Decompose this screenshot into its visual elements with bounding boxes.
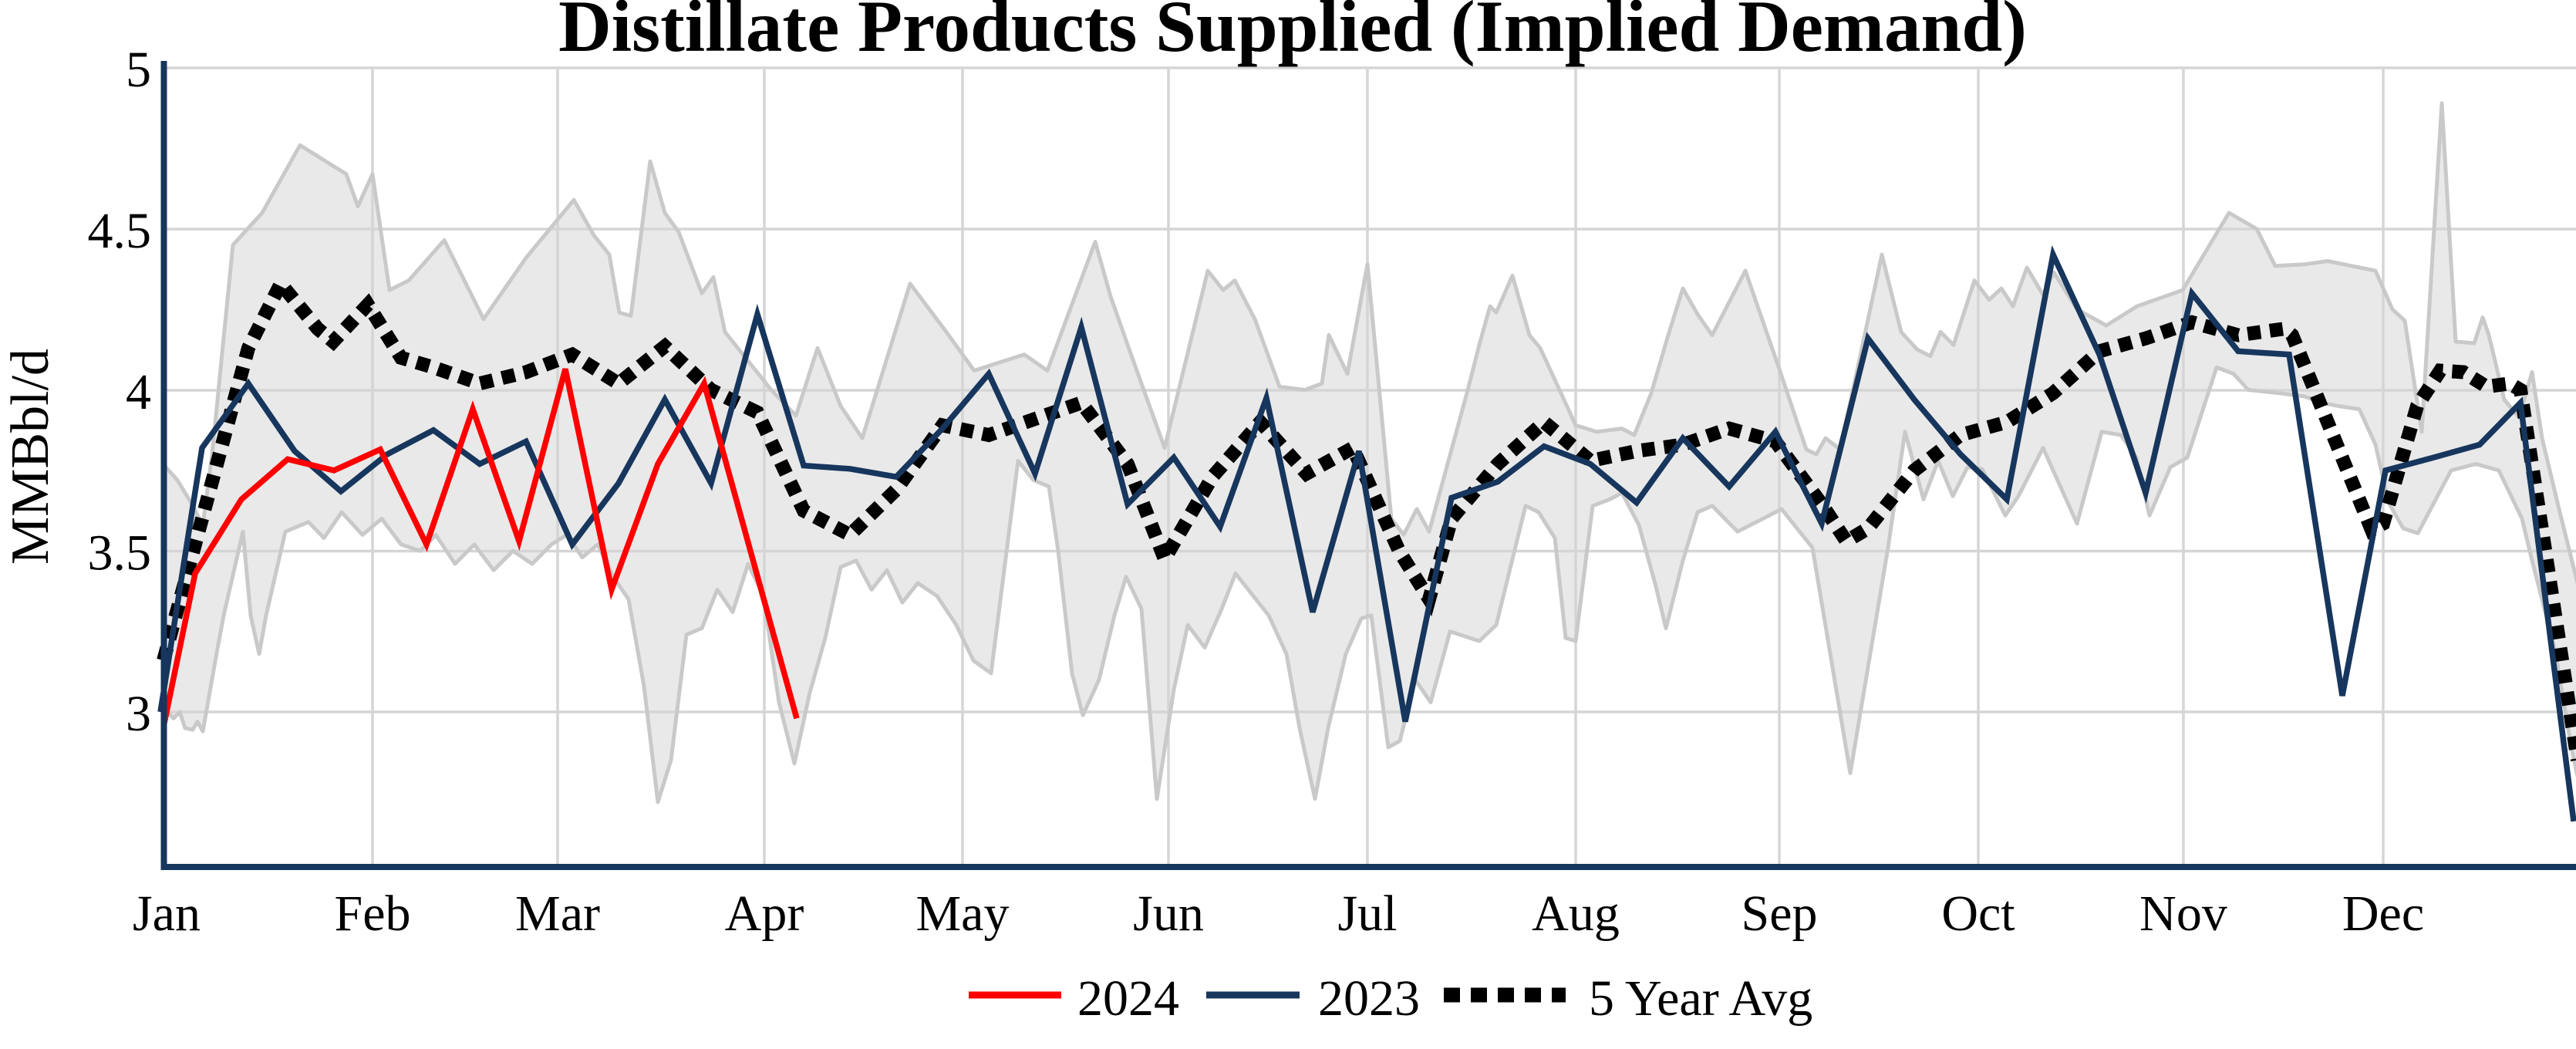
svg-text:Jul: Jul bbox=[1337, 885, 1397, 942]
svg-text:4.5: 4.5 bbox=[88, 203, 152, 259]
svg-text:5: 5 bbox=[126, 42, 151, 98]
svg-text:Jun: Jun bbox=[1133, 885, 1204, 942]
svg-text:Nov: Nov bbox=[2139, 885, 2227, 942]
svg-text:Oct: Oct bbox=[1941, 885, 2015, 942]
svg-text:May: May bbox=[916, 885, 1010, 942]
svg-text:2023: 2023 bbox=[1318, 970, 1420, 1027]
svg-text:Distillate Products Supplied (: Distillate Products Supplied (Implied De… bbox=[558, 0, 2027, 67]
svg-text:Feb: Feb bbox=[335, 885, 411, 942]
svg-text:3: 3 bbox=[126, 686, 151, 742]
svg-text:3.5: 3.5 bbox=[88, 525, 152, 582]
svg-text:Mar: Mar bbox=[515, 885, 600, 942]
svg-text:Sep: Sep bbox=[1741, 885, 1818, 942]
svg-text:Apr: Apr bbox=[725, 885, 804, 942]
svg-text:4: 4 bbox=[126, 364, 151, 420]
svg-text:Aug: Aug bbox=[1532, 885, 1620, 942]
svg-text:5 Year Avg: 5 Year Avg bbox=[1589, 970, 1812, 1027]
svg-text:2024: 2024 bbox=[1077, 970, 1179, 1027]
svg-text:MMBbl/d: MMBbl/d bbox=[1, 349, 60, 565]
svg-text:Jan: Jan bbox=[133, 885, 201, 942]
svg-text:Dec: Dec bbox=[2342, 885, 2424, 942]
